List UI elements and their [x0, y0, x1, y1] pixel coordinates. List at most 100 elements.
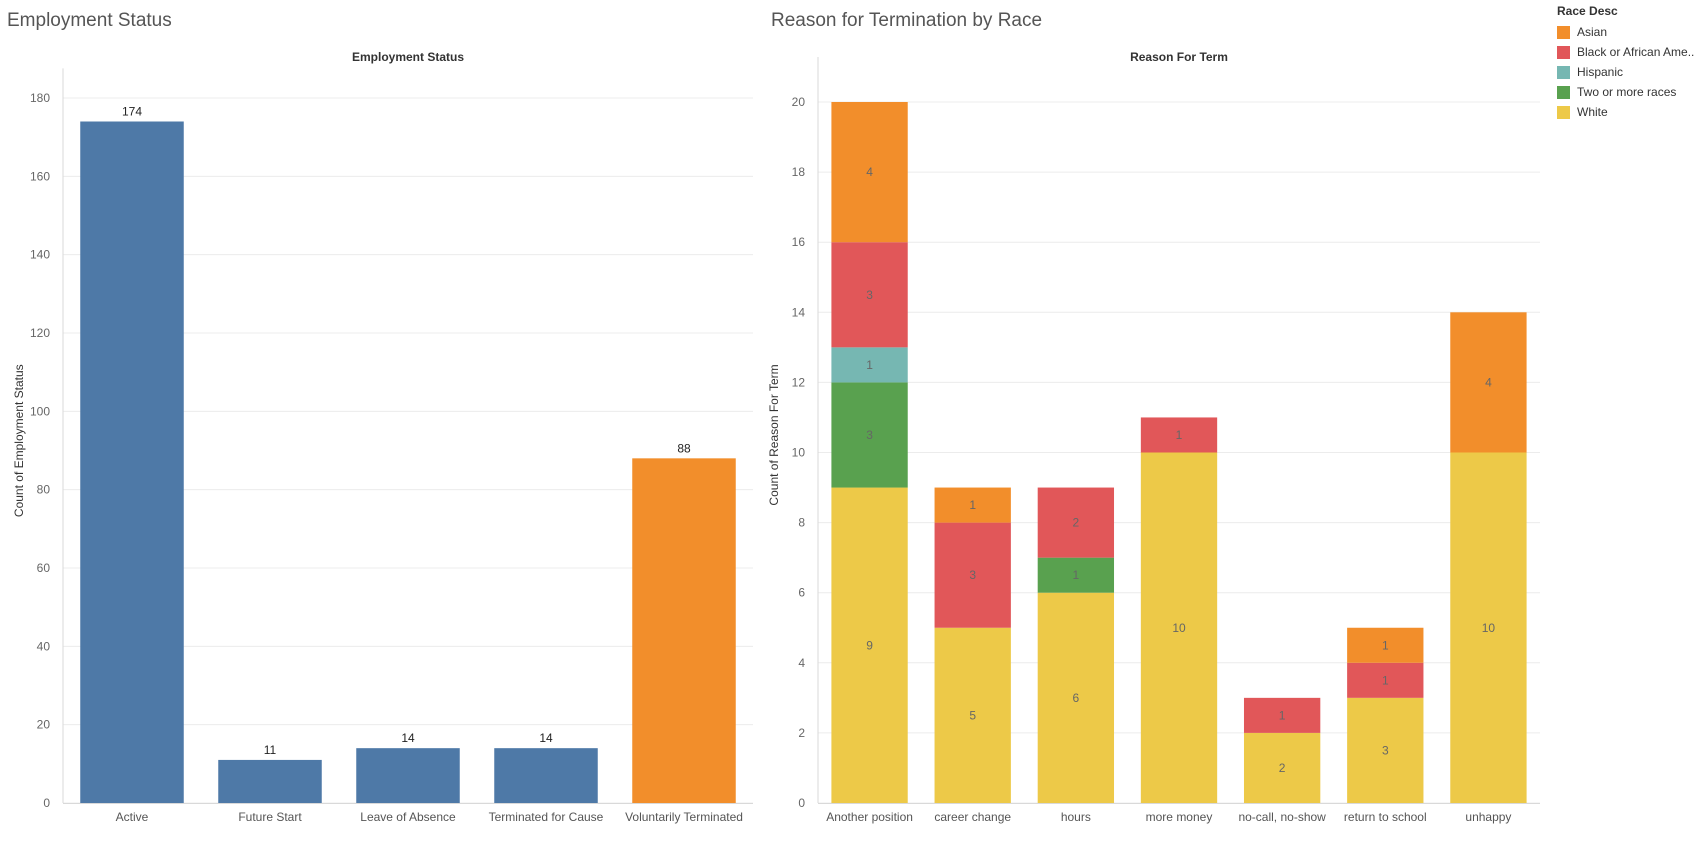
x-tick-label: no-call, no-show: [1238, 810, 1326, 824]
dashboard-title-employment-status: Employment Status: [7, 10, 172, 31]
segment-value-label: 1: [866, 358, 873, 372]
bar-active: [80, 121, 184, 803]
y-tick-label: 10: [792, 446, 806, 460]
legend-swatch: [1557, 65, 1570, 79]
y-tick-label: 12: [792, 375, 806, 389]
segment-value-label: 10: [1482, 621, 1496, 635]
bar-segment-more-money-white: [1140, 452, 1218, 803]
legend-item-black-or-african-ame[interactable]: Black or African Ame..: [1557, 42, 1694, 62]
y-tick-label: 14: [792, 305, 806, 319]
legend-swatch: [1557, 85, 1570, 99]
y-axis-label: Count of Reason For Term: [767, 364, 781, 505]
x-tick-label: return to school: [1344, 810, 1427, 824]
segment-value-label: 2: [1073, 516, 1080, 530]
segment-value-label: 1: [1176, 428, 1183, 442]
segment-value-label: 2: [1279, 761, 1286, 775]
bar-segment-another-position-black-or-african-ame: [831, 242, 908, 348]
bar-segment-no-call-no-show-black-or-african-ame: [1243, 697, 1321, 733]
bar-leave-of-absence: [356, 748, 460, 803]
y-tick-label: 8: [798, 516, 805, 530]
segment-value-label: 6: [1073, 691, 1080, 705]
x-tick-label: Future Start: [238, 810, 302, 824]
segment-value-label: 10: [1172, 621, 1186, 635]
y-tick-label: 20: [37, 718, 51, 732]
dashboard-title-reason-for-termination: Reason for Termination by Race: [771, 10, 1043, 31]
x-tick-label: more money: [1146, 810, 1213, 824]
legend-swatch: [1557, 45, 1570, 59]
legend-label: White: [1577, 105, 1608, 119]
bar-value-label: 11: [264, 743, 277, 757]
segment-value-label: 3: [969, 568, 976, 582]
y-tick-label: 16: [792, 235, 806, 249]
segment-value-label: 1: [1073, 568, 1080, 582]
bar-voluntarily-terminated: [632, 458, 736, 803]
x-tick-label: Voluntarily Terminated: [625, 810, 743, 824]
bar-segment-career-change-asian: [934, 487, 1011, 523]
x-tick-label: Leave of Absence: [360, 810, 456, 824]
x-tick-label: hours: [1061, 810, 1091, 824]
y-tick-label: 80: [37, 483, 51, 497]
legend-item-white[interactable]: White: [1557, 102, 1694, 122]
bar-segment-unhappy-asian: [1450, 312, 1527, 453]
y-tick-label: 160: [30, 169, 50, 183]
bar-segment-hours-black-or-african-ame: [1037, 487, 1115, 558]
segment-value-label: 1: [1279, 708, 1286, 722]
bar-segment-career-change-white: [934, 627, 1011, 803]
legend-item-asian[interactable]: Asian: [1557, 22, 1694, 42]
legend-item-hispanic[interactable]: Hispanic: [1557, 62, 1694, 82]
y-tick-label: 2: [798, 726, 805, 740]
bar-segment-hours-two-or-more-races: [1037, 557, 1115, 593]
y-tick-label: 20: [792, 95, 806, 109]
legend-label: Two or more races: [1577, 85, 1677, 99]
segment-value-label: 3: [1382, 743, 1389, 757]
y-tick-label: 0: [43, 796, 50, 810]
bar-value-label: 174: [122, 105, 142, 119]
chart-title: Reason For Term: [1130, 50, 1228, 64]
bar-segment-unhappy-white: [1450, 452, 1527, 803]
segment-value-label: 4: [866, 165, 873, 179]
bar-value-label: 14: [401, 731, 415, 745]
bar-segment-return-to-school-black-or-african-ame: [1347, 662, 1424, 698]
bar-segment-return-to-school-asian: [1347, 627, 1424, 663]
legend-title: Race Desc: [1557, 4, 1618, 18]
x-tick-label: unhappy: [1465, 810, 1511, 824]
y-tick-label: 100: [30, 404, 50, 418]
segment-value-label: 1: [1382, 673, 1389, 687]
segment-value-label: 5: [969, 708, 976, 722]
x-tick-label: Another position: [826, 810, 913, 824]
bar-segment-hours-white: [1037, 592, 1115, 803]
segment-value-label: 1: [969, 498, 976, 512]
legend-label: Black or African Ame..: [1577, 45, 1695, 59]
y-tick-label: 0: [798, 796, 805, 810]
legend-label: Hispanic: [1577, 65, 1624, 79]
legend-item-two-or-more-races[interactable]: Two or more races: [1557, 82, 1694, 102]
segment-value-label: 3: [866, 288, 873, 302]
legend-swatch: [1557, 105, 1570, 119]
y-tick-label: 4: [798, 656, 805, 670]
y-tick-label: 180: [30, 91, 50, 105]
bar-segment-career-change-black-or-african-ame: [934, 522, 1011, 628]
bar-segment-more-money-black-or-african-ame: [1140, 417, 1218, 453]
bar-segment-another-position-white: [831, 487, 908, 803]
x-tick-label: Active: [116, 810, 149, 824]
y-tick-label: 40: [37, 639, 51, 653]
bar-value-label: 88: [677, 441, 691, 455]
bar-value-label: 14: [539, 731, 553, 745]
bar-segment-another-position-two-or-more-races: [831, 382, 908, 488]
bar-segment-another-position-hispanic: [831, 347, 908, 383]
bar-segment-no-call-no-show-white: [1243, 732, 1321, 803]
y-tick-label: 140: [30, 248, 50, 262]
bar-segment-return-to-school-white: [1347, 697, 1424, 803]
y-tick-label: 6: [798, 586, 805, 600]
y-tick-label: 18: [792, 165, 806, 179]
segment-value-label: 9: [866, 638, 873, 652]
race-legend: Race Desc Asian Black or African Ame.. His…: [1557, 4, 1694, 122]
legend-swatch: [1557, 25, 1570, 39]
y-tick-label: 60: [37, 561, 51, 575]
bar-terminated-for-cause: [494, 748, 598, 803]
chart-title: Employment Status: [352, 50, 464, 64]
segment-value-label: 1: [1382, 638, 1389, 652]
bar-segment-another-position-asian: [831, 102, 908, 243]
